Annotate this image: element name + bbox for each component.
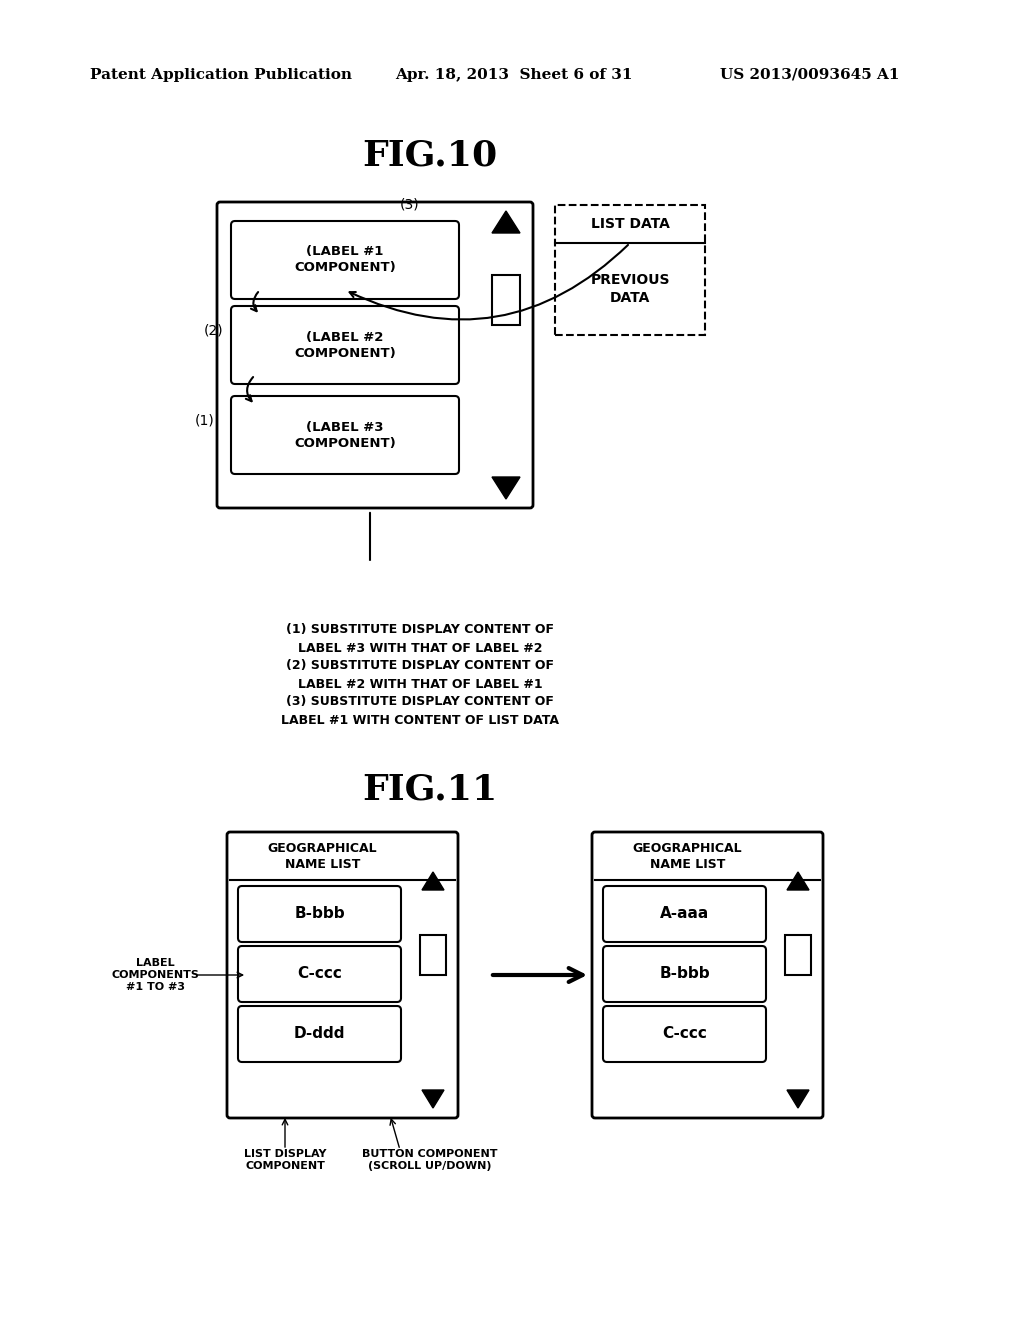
- Text: GEOGRAPHICAL
NAME LIST: GEOGRAPHICAL NAME LIST: [267, 842, 377, 871]
- Text: BUTTON COMPONENT
(SCROLL UP/DOWN): BUTTON COMPONENT (SCROLL UP/DOWN): [362, 1148, 498, 1171]
- Polygon shape: [422, 1090, 444, 1107]
- Text: A-aaa: A-aaa: [659, 907, 710, 921]
- Text: (3): (3): [400, 198, 420, 213]
- Polygon shape: [422, 873, 444, 890]
- Text: }: }: [557, 648, 593, 702]
- FancyBboxPatch shape: [227, 832, 458, 1118]
- Text: LABEL
COMPONENTS
#1 TO #3: LABEL COMPONENTS #1 TO #3: [111, 957, 199, 993]
- Text: (2): (2): [204, 323, 224, 337]
- Text: (1) SUBSTITUTE DISPLAY CONTENT OF
LABEL #3 WITH THAT OF LABEL #2
(2) SUBSTITUTE : (1) SUBSTITUTE DISPLAY CONTENT OF LABEL …: [281, 623, 559, 726]
- Text: LIST DATA: LIST DATA: [591, 216, 670, 231]
- FancyBboxPatch shape: [217, 202, 534, 508]
- Text: (LABEL #3
COMPONENT): (LABEL #3 COMPONENT): [294, 421, 396, 450]
- FancyBboxPatch shape: [238, 1006, 401, 1063]
- FancyBboxPatch shape: [238, 946, 401, 1002]
- Text: B-bbb: B-bbb: [294, 907, 345, 921]
- Polygon shape: [492, 211, 520, 234]
- Text: GEOGRAPHICAL
NAME LIST: GEOGRAPHICAL NAME LIST: [633, 842, 742, 871]
- Text: (LABEL #2
COMPONENT): (LABEL #2 COMPONENT): [294, 330, 396, 359]
- FancyBboxPatch shape: [603, 1006, 766, 1063]
- FancyBboxPatch shape: [603, 886, 766, 942]
- Text: C-ccc: C-ccc: [297, 966, 342, 982]
- Polygon shape: [787, 1090, 809, 1107]
- Text: C-ccc: C-ccc: [663, 1027, 707, 1041]
- FancyBboxPatch shape: [231, 396, 459, 474]
- Text: US 2013/0093645 A1: US 2013/0093645 A1: [720, 69, 899, 82]
- Bar: [555, 205, 705, 335]
- FancyBboxPatch shape: [603, 946, 766, 1002]
- Text: PREVIOUS
DATA: PREVIOUS DATA: [590, 273, 670, 305]
- Bar: [492, 275, 520, 325]
- Text: Patent Application Publication: Patent Application Publication: [90, 69, 352, 82]
- Text: FIG.11: FIG.11: [362, 774, 498, 807]
- Text: D-ddd: D-ddd: [294, 1027, 345, 1041]
- Bar: [785, 935, 811, 975]
- Polygon shape: [492, 477, 520, 499]
- Text: (1): (1): [196, 413, 215, 426]
- Text: (LABEL #1
COMPONENT): (LABEL #1 COMPONENT): [294, 246, 396, 275]
- Polygon shape: [787, 873, 809, 890]
- Bar: [420, 935, 446, 975]
- Text: {: {: [238, 648, 272, 702]
- FancyBboxPatch shape: [238, 886, 401, 942]
- Text: B-bbb: B-bbb: [659, 966, 710, 982]
- Text: Apr. 18, 2013  Sheet 6 of 31: Apr. 18, 2013 Sheet 6 of 31: [395, 69, 633, 82]
- Text: LIST DISPLAY
COMPONENT: LIST DISPLAY COMPONENT: [244, 1148, 327, 1171]
- FancyBboxPatch shape: [231, 220, 459, 300]
- FancyBboxPatch shape: [231, 306, 459, 384]
- Text: FIG.10: FIG.10: [362, 139, 498, 172]
- FancyBboxPatch shape: [592, 832, 823, 1118]
